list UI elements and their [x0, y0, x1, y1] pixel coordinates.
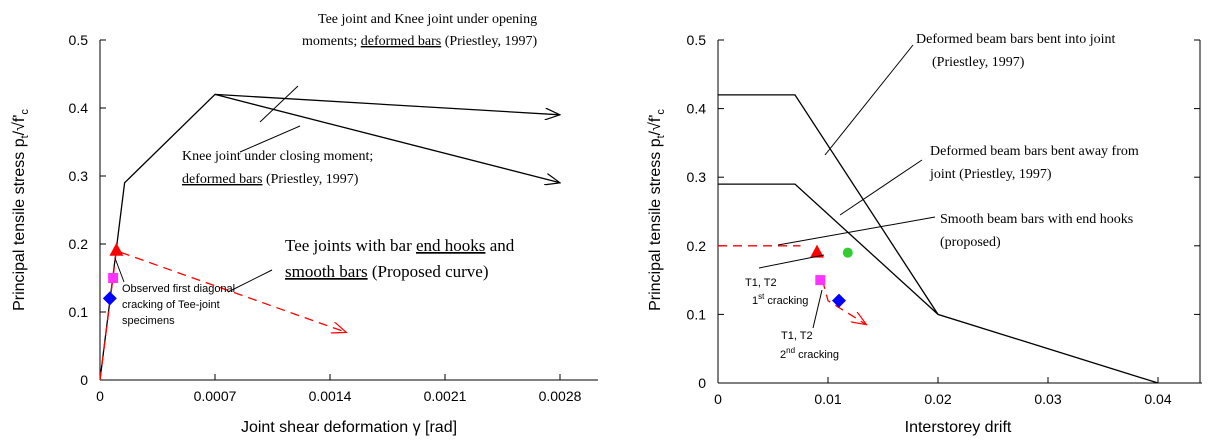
left-x-ticks: 0 0.0007 0.0014 0.0021 0.0028 [96, 374, 582, 404]
right-leader-1 [824, 44, 914, 156]
x-tick-label: 0.03 [1034, 391, 1061, 407]
left-leader-2 [239, 125, 301, 153]
right-annotation-2: Deformed beam bars bent away from [930, 144, 1139, 159]
x-tick-label: 0.04 [1144, 391, 1171, 407]
series-line [718, 183, 939, 315]
right-leader-2 [839, 159, 923, 216]
y-tick-label: 0.4 [687, 101, 707, 117]
left-x-axis-label: Joint shear deformation γ [rad] [241, 419, 457, 436]
right-chart: 0 0.01 0.02 0.03 0.04 0 0.1 0.2 0.3 0.4 0.5 Inter… [647, 32, 1202, 436]
y-tick-label: 0.5 [69, 32, 89, 48]
left-annotation-2b: deformed bars (Priestley, 1997) [182, 172, 359, 187]
data-marker-diamond [832, 293, 846, 308]
svg-text:Principal tensile stress pt/√f: Principal tensile stress pt/√f'c [647, 109, 667, 311]
left-y-ticks: 0 0.1 0.2 0.3 0.4 0.5 [69, 32, 106, 388]
left-annotation-4b: cracking of Tee-joint [122, 299, 220, 311]
y-tick-label: 0.3 [69, 168, 89, 184]
right-y-axis-label-text: Principal tensile stress [647, 152, 664, 311]
right-annotation-1b: (Priestley, 1997) [932, 55, 1025, 70]
right-cracking-2-label: T1, T2 [781, 330, 813, 342]
right-annotation-1: Deformed beam bars bent into joint [916, 32, 1116, 47]
series-line [718, 94, 1159, 384]
left-annotation-3b: smooth bars (Proposed curve) [285, 262, 489, 281]
left-leader-3 [227, 269, 273, 293]
left-y-axis-label: Principal tensile stress pt/√f'c [11, 109, 31, 311]
left-y-axis-label-text: Principal tensile stress [11, 152, 28, 311]
right-x-ticks: 0 0.01 0.02 0.03 0.04 [714, 377, 1172, 407]
left-annotation-3: Tee joints with bar end hooks and [285, 236, 515, 255]
y-tick-label: 0 [698, 375, 706, 391]
y-tick-label: 0.2 [69, 236, 89, 252]
right-y-axis-label: Principal tensile stress pt/√f'c [647, 109, 667, 311]
x-tick-label: 0 [714, 391, 722, 407]
y-tick-label: 0.3 [687, 169, 707, 185]
right-cracking-1-label-b: 1st cracking [752, 292, 808, 307]
data-marker-square [815, 275, 826, 286]
y-tick-label: 0.4 [69, 100, 89, 116]
svg-text:Principal tensile stress pt/√f: Principal tensile stress pt/√f'c [11, 109, 31, 311]
x-tick-label: 0.0028 [539, 388, 582, 404]
series-line [821, 279, 867, 325]
data-marker-circle [842, 247, 853, 258]
right-series [718, 94, 1159, 384]
x-tick-label: 0 [96, 388, 104, 404]
right-cracking-2-label-b: 2nd cracking [780, 346, 839, 361]
left-markers [102, 242, 124, 306]
right-leader-4 [758, 254, 825, 269]
y-tick-label: 0.2 [687, 238, 707, 254]
data-marker-triangle [109, 242, 124, 256]
y-tick-label: 0 [80, 372, 88, 388]
left-annotation-1b: moments; deformed bars (Priestley, 1997) [302, 34, 537, 49]
left-annotation-2: Knee joint under closing moment; [182, 149, 373, 164]
left-chart: 0 0.0007 0.0014 0.0021 0.0028 00.10.20.30.40… [11, 12, 598, 436]
x-tick-label: 0.0007 [194, 388, 237, 404]
y-tick-label: 0.5 [687, 32, 707, 48]
left-annotation-4c: specimens [122, 315, 175, 327]
right-x-axis-label: Interstorey drift [905, 419, 1012, 436]
left-leader-1 [259, 85, 299, 123]
x-tick-label: 0.0014 [309, 388, 352, 404]
right-leader-5 [812, 289, 823, 329]
left-annotation-1: Tee joint and Knee joint under opening [318, 12, 537, 27]
data-marker-square [108, 273, 119, 283]
x-tick-label: 0.02 [924, 391, 951, 407]
data-marker-diamond [102, 291, 117, 306]
right-leader-3 [777, 216, 936, 246]
left-annotation-4: Observed first diagonal [122, 283, 235, 295]
right-annotation-2b: joint (Priestley, 1997) [929, 167, 1052, 182]
series-line [99, 249, 346, 381]
right-annotation-3: Smooth beam bars with end hooks [940, 212, 1133, 227]
data-marker-triangle [810, 244, 824, 258]
y-tick-label: 0.1 [687, 306, 707, 322]
right-markers [810, 244, 853, 308]
left-leader-4 [114, 257, 125, 283]
series-line [214, 93, 560, 182]
right-y-ticks: 0 0.1 0.2 0.3 0.4 0.5 [687, 32, 1200, 391]
right-cracking-1-label: T1, T2 [745, 277, 777, 289]
right-annotation-3b: (proposed) [940, 235, 1001, 250]
x-tick-label: 0.01 [814, 391, 841, 407]
x-tick-label: 0.0021 [424, 388, 467, 404]
y-tick-label: 0.1 [69, 304, 89, 320]
